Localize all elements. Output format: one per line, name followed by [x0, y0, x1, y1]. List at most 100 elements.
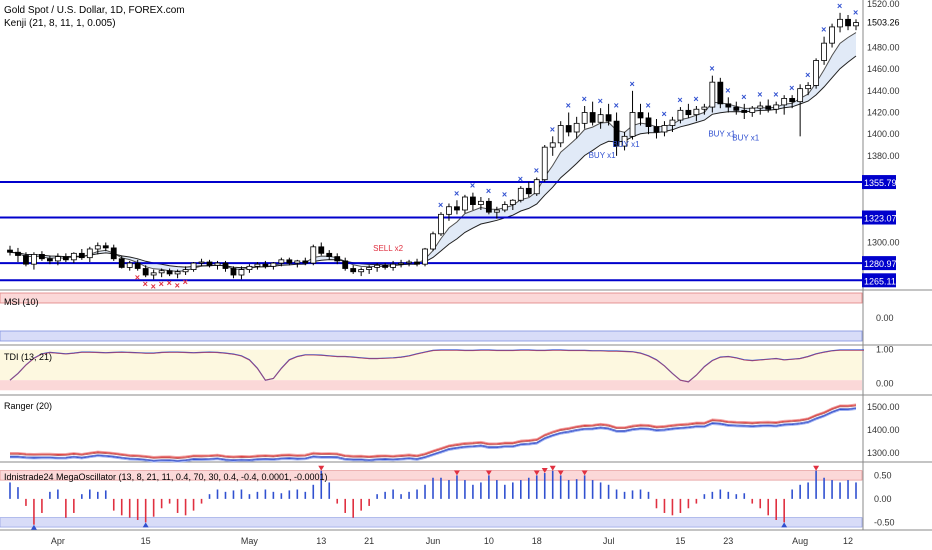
- time-tick-label: Apr: [51, 536, 65, 546]
- candle: [621, 135, 628, 147]
- buy-signal-marker: ×: [709, 64, 714, 74]
- buy-signal-marker: ×: [661, 109, 666, 119]
- candle: [629, 112, 636, 137]
- ranger-tick-label: 1300.00: [867, 448, 900, 458]
- candle: [166, 270, 173, 275]
- candle: [733, 106, 740, 111]
- signal-annotation: SELL x2: [373, 244, 403, 253]
- candle: [813, 60, 820, 86]
- buy-signal-marker: ×: [486, 186, 491, 196]
- candle: [845, 18, 851, 27]
- sell-signal-marker: ×: [167, 278, 172, 288]
- time-tick-label: Jul: [603, 536, 615, 546]
- candle: [805, 85, 812, 90]
- candle: [462, 196, 468, 211]
- candle: [509, 199, 516, 205]
- ranger-tick-label: 1500.00: [867, 402, 900, 412]
- tdi-tick-label: 0.00: [876, 379, 894, 389]
- candle: [533, 179, 540, 195]
- candle: [653, 126, 660, 133]
- overbought-marker: [318, 465, 325, 471]
- candle: [158, 270, 165, 274]
- candle: [94, 245, 101, 250]
- time-tick-label: Aug: [792, 536, 808, 546]
- buy-signal-marker: ×: [534, 166, 539, 176]
- ranger-band: [10, 404, 857, 459]
- oversold-marker: [781, 522, 788, 528]
- overbought-marker: [533, 470, 540, 476]
- candle: [134, 262, 141, 269]
- time-axis[interactable]: Apr 15 May 13 21 Jun 10 18 Jul 15 23 Aug 12: [51, 536, 853, 546]
- buy-signal-marker: ×: [741, 92, 746, 102]
- candle: [270, 262, 277, 267]
- buy-signal-marker: ×: [805, 70, 810, 80]
- candle: [669, 119, 676, 126]
- candle: [829, 26, 835, 44]
- oversold-marker: [142, 522, 149, 528]
- candle: [597, 114, 604, 123]
- msi-panel[interactable]: MSI (10): [0, 292, 863, 342]
- msi-lower-zone: [0, 330, 863, 342]
- candle: [677, 109, 684, 121]
- ranger-band: [10, 409, 857, 463]
- candle: [54, 256, 61, 262]
- candle: [605, 114, 612, 122]
- candle: [693, 108, 700, 116]
- candle: [254, 263, 261, 267]
- candle: [46, 258, 53, 262]
- candle: [62, 256, 69, 261]
- tdi-panel[interactable]: TDI (13, 21): [0, 349, 864, 391]
- candle: [430, 233, 436, 250]
- candle: [206, 261, 213, 266]
- candle: [485, 200, 492, 213]
- signal-annotation: BUY x1: [613, 140, 641, 149]
- time-tick-label: Jun: [426, 536, 441, 546]
- msi-title: MSI (10): [4, 297, 39, 307]
- buy-signal-marker: ×: [550, 124, 555, 134]
- tdi-low-zone: [0, 380, 862, 391]
- price-panel[interactable]: ×× × × × × ××××× ×××××× × ××××× ×××× × ××××××SELL x…: [0, 0, 932, 531]
- time-tick-label: 18: [532, 536, 542, 546]
- level-price-label: 1265.11: [864, 276, 896, 286]
- level-price-tag: [862, 256, 896, 271]
- buy-signal-marker: ×: [454, 188, 459, 198]
- candle: [390, 263, 396, 268]
- candle: [142, 268, 149, 276]
- candle: [422, 248, 428, 265]
- candle: [286, 259, 293, 264]
- candle: [366, 267, 373, 270]
- candle: [126, 262, 133, 268]
- signal-annotation: BUY x1: [708, 129, 736, 138]
- indicator-label: Kenji (21, 8, 11, 1, 0.005): [4, 18, 116, 29]
- overbought-marker: [557, 470, 564, 476]
- buy-signal-marker: ×: [438, 200, 443, 210]
- chart-title: Gold Spot / U.S. Dollar, 1D, FOREX.com: [4, 5, 185, 16]
- candle: [773, 104, 780, 110]
- candle: [637, 112, 644, 119]
- candle: [717, 81, 724, 105]
- time-tick-label: May: [241, 536, 259, 546]
- candle: [262, 263, 269, 267]
- sell-signal-marker: ×: [159, 279, 164, 289]
- candle: [294, 260, 301, 264]
- time-tick-label: 13: [316, 536, 326, 546]
- candle: [446, 206, 452, 215]
- ranger-panel[interactable]: Ranger (20): [4, 401, 857, 463]
- candle: [222, 262, 229, 269]
- buy-signal-marker: ×: [470, 181, 475, 191]
- candle: [581, 112, 588, 124]
- mega-oscillator-panel[interactable]: Idnistrade24 MegaOscillator (13, 8, 21, …: [0, 465, 863, 530]
- candle: [350, 268, 357, 273]
- buy-signal-marker: ×: [725, 85, 730, 95]
- ranger-band: [10, 408, 857, 462]
- candle: [310, 246, 317, 264]
- current-price-label: 1503.26: [867, 17, 900, 27]
- candle: [701, 106, 708, 110]
- mega-tick-label: 0.00: [874, 494, 892, 504]
- tdi-title: TDI (13, 21): [4, 352, 52, 362]
- candle: [741, 109, 748, 113]
- buy-signal-marker: ×: [677, 95, 682, 105]
- candle: [589, 112, 596, 123]
- price-axis[interactable]: 1355.79 1323.07 1280.97 1265.11 1520.00 1480.…: [862, 0, 900, 527]
